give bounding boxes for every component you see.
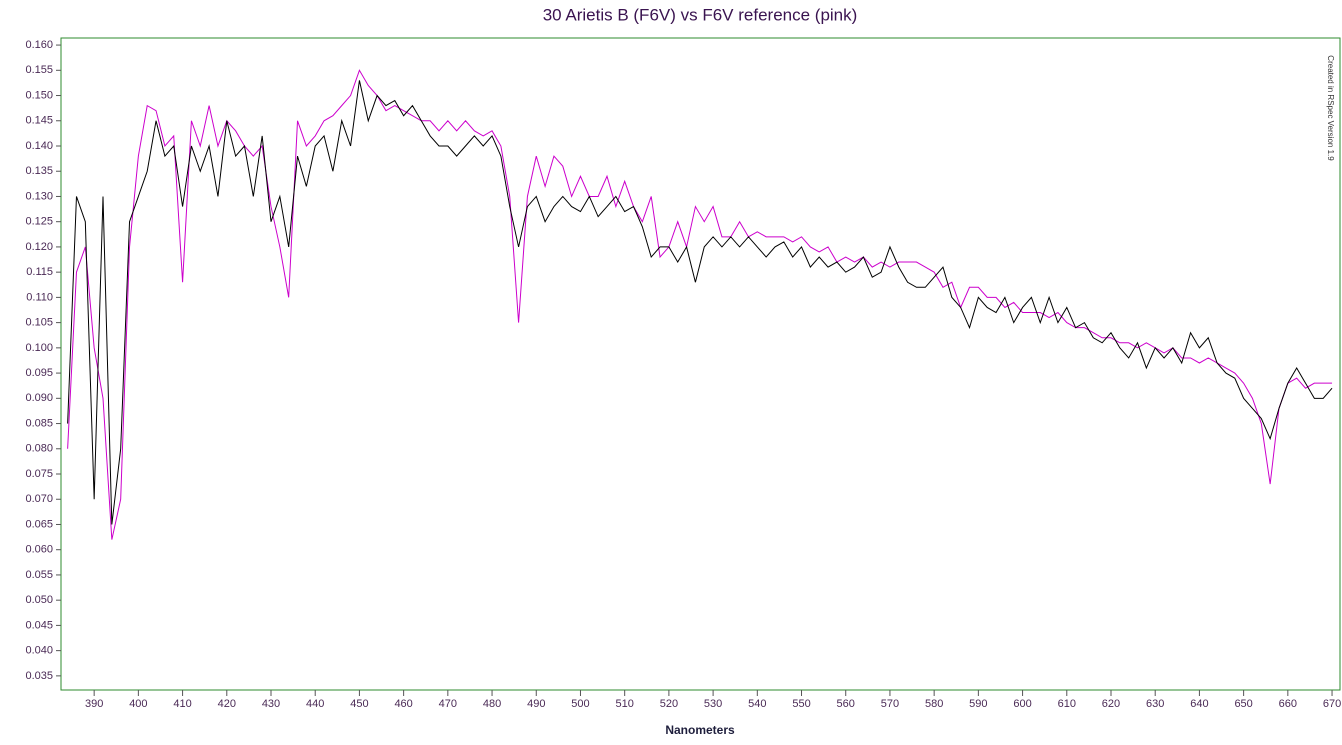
spectrum-line — [67, 69, 1333, 540]
chart-title: 30 Arietis B (F6V) vs F6V reference (pin… — [543, 5, 858, 24]
x-tick-label: 670 — [1323, 698, 1341, 710]
x-tick-label: 500 — [571, 698, 589, 710]
y-tick-label: 0.090 — [25, 392, 53, 404]
y-tick-label: 0.150 — [25, 89, 53, 101]
x-tick-label: 470 — [439, 698, 457, 710]
y-tick-label: 0.075 — [25, 468, 53, 480]
x-tick-label: 430 — [262, 698, 280, 710]
y-tick-label: 0.055 — [25, 569, 53, 581]
x-tick-label: 560 — [837, 698, 855, 710]
y-tick-label: 0.060 — [25, 544, 53, 556]
x-tick-label: 510 — [615, 698, 633, 710]
y-tick-label: 0.040 — [25, 645, 53, 657]
x-tick-label: 610 — [1058, 698, 1076, 710]
y-tick-label: 0.065 — [25, 518, 53, 530]
y-tick-label: 0.155 — [25, 64, 53, 76]
x-tick-label: 580 — [925, 698, 943, 710]
x-tick-label: 540 — [748, 698, 766, 710]
y-tick-label: 0.125 — [25, 216, 53, 228]
x-tick-label: 660 — [1279, 698, 1297, 710]
y-tick-label: 0.095 — [25, 367, 53, 379]
x-tick-label: 410 — [173, 698, 191, 710]
y-tick-label: 0.110 — [26, 291, 53, 303]
x-tick-label: 650 — [1234, 698, 1252, 710]
annotation: Created in RSpec Version 1.9 — [1326, 55, 1335, 161]
spectrum-line — [67, 80, 1333, 525]
x-tick-label: 460 — [394, 698, 412, 710]
x-tick-label: 420 — [218, 698, 236, 710]
x-tick-label: 590 — [969, 698, 987, 710]
y-tick-label: 0.160 — [25, 39, 53, 51]
x-tick-label: 570 — [881, 698, 899, 710]
y-tick-label: 0.085 — [25, 417, 53, 429]
y-tick-label: 0.130 — [25, 190, 53, 202]
x-tick-label: 390 — [85, 698, 103, 710]
y-tick-label: 0.105 — [25, 317, 53, 329]
x-tick-label: 600 — [1013, 698, 1031, 710]
x-tick-label: 490 — [527, 698, 545, 710]
y-tick-label: 0.080 — [25, 443, 53, 455]
y-tick-label: 0.135 — [25, 165, 53, 177]
x-tick-label: 630 — [1146, 698, 1164, 710]
y-tick-label: 0.070 — [25, 493, 53, 505]
x-tick-label: 480 — [483, 698, 501, 710]
y-tick-label: 0.045 — [25, 619, 53, 631]
x-tick-label: 530 — [704, 698, 722, 710]
x-tick-label: 450 — [350, 698, 368, 710]
y-tick-label: 0.145 — [25, 115, 53, 127]
y-tick-label: 0.120 — [25, 241, 53, 253]
x-tick-label: 440 — [306, 698, 324, 710]
y-tick-label: 0.050 — [25, 594, 53, 606]
x-tick-label: 620 — [1102, 698, 1120, 710]
x-tick-label: 400 — [129, 698, 147, 710]
y-tick-label: 0.035 — [25, 670, 53, 682]
y-tick-label: 0.100 — [25, 342, 53, 354]
plot-frame — [60, 37, 1341, 691]
x-tick-label: 550 — [792, 698, 810, 710]
y-tick-label: 0.140 — [25, 140, 53, 152]
y-tick-label: 0.115 — [26, 266, 53, 278]
x-tick-label: 640 — [1190, 698, 1208, 710]
x-tick-label: 520 — [660, 698, 678, 710]
x-axis-label: Nanometers — [665, 723, 735, 737]
